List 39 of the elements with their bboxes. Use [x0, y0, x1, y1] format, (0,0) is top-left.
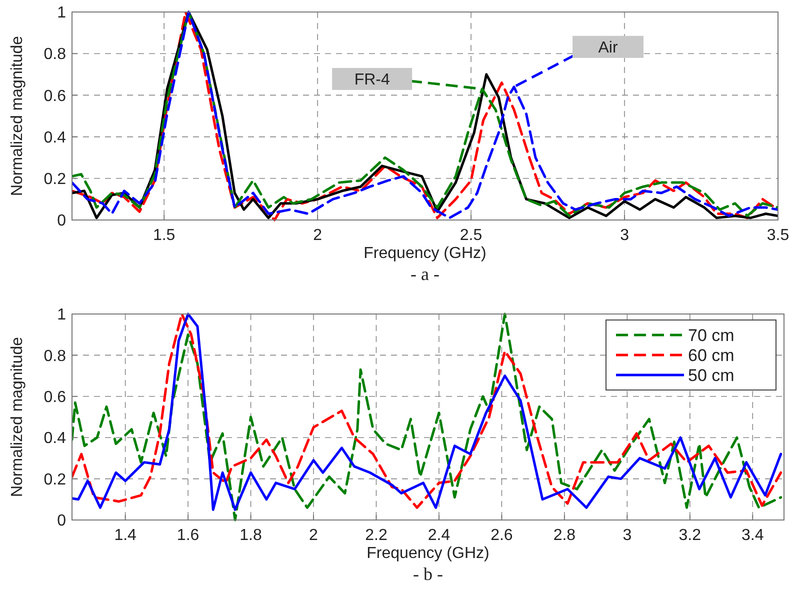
y-tick-label: 0 — [57, 512, 66, 530]
y-tick-label: 0.2 — [44, 171, 66, 188]
x-axis-title: Frequency (GHz) — [366, 545, 490, 562]
y-tick-label: 0.4 — [44, 430, 66, 448]
x-tick-label: 1.6 — [176, 527, 200, 544]
y-axis-title: Normalized magnitude — [9, 336, 26, 498]
y-tick-label: 0.6 — [44, 389, 66, 406]
y-tick-label: 0.4 — [44, 129, 66, 146]
x-tick-label: 3.4 — [742, 527, 764, 544]
x-tick-label: 1.5 — [152, 227, 176, 244]
y-tick-label: 0.6 — [44, 88, 66, 105]
text: - a - — [410, 264, 440, 284]
annotation: FR-4 — [354, 72, 390, 89]
x-axis-title: Frequency (GHz) — [364, 245, 486, 262]
x-tick-label: 3 — [620, 227, 630, 244]
x-tick-label: 2 — [313, 227, 322, 244]
x-tick-label: 2.8 — [553, 527, 576, 544]
x-tick-label: 2 — [309, 527, 318, 544]
y-tick-label: 0.8 — [44, 46, 66, 64]
y-axis-title: Normalized magnitude — [9, 36, 26, 196]
x-tick-label: 1.8 — [240, 527, 262, 544]
y-tick-label: 0.8 — [44, 348, 66, 365]
x-tick-label: 2.4 — [428, 527, 450, 544]
legend-label: 50 cm — [688, 366, 734, 385]
y-tick-label: 0 — [57, 212, 66, 230]
y-tick-label: 0.2 — [44, 471, 66, 488]
x-tick-label: 2.6 — [490, 527, 513, 544]
y-tick-label: 1 — [57, 4, 66, 22]
x-tick-label: 3.5 — [766, 227, 790, 244]
x-tick-label: 2.2 — [365, 527, 388, 544]
x-tick-label: 1.4 — [114, 527, 137, 544]
legend-label: 60 cm — [688, 346, 734, 365]
x-tick-label: 2.5 — [460, 227, 482, 244]
y-tick-label: 1 — [57, 306, 66, 324]
legend-label: 70 cm — [688, 326, 734, 345]
x-tick-label: 3.2 — [678, 527, 702, 544]
text: - b - — [413, 564, 443, 584]
annotation: Air — [598, 39, 618, 56]
x-tick-label: 3 — [622, 527, 632, 544]
